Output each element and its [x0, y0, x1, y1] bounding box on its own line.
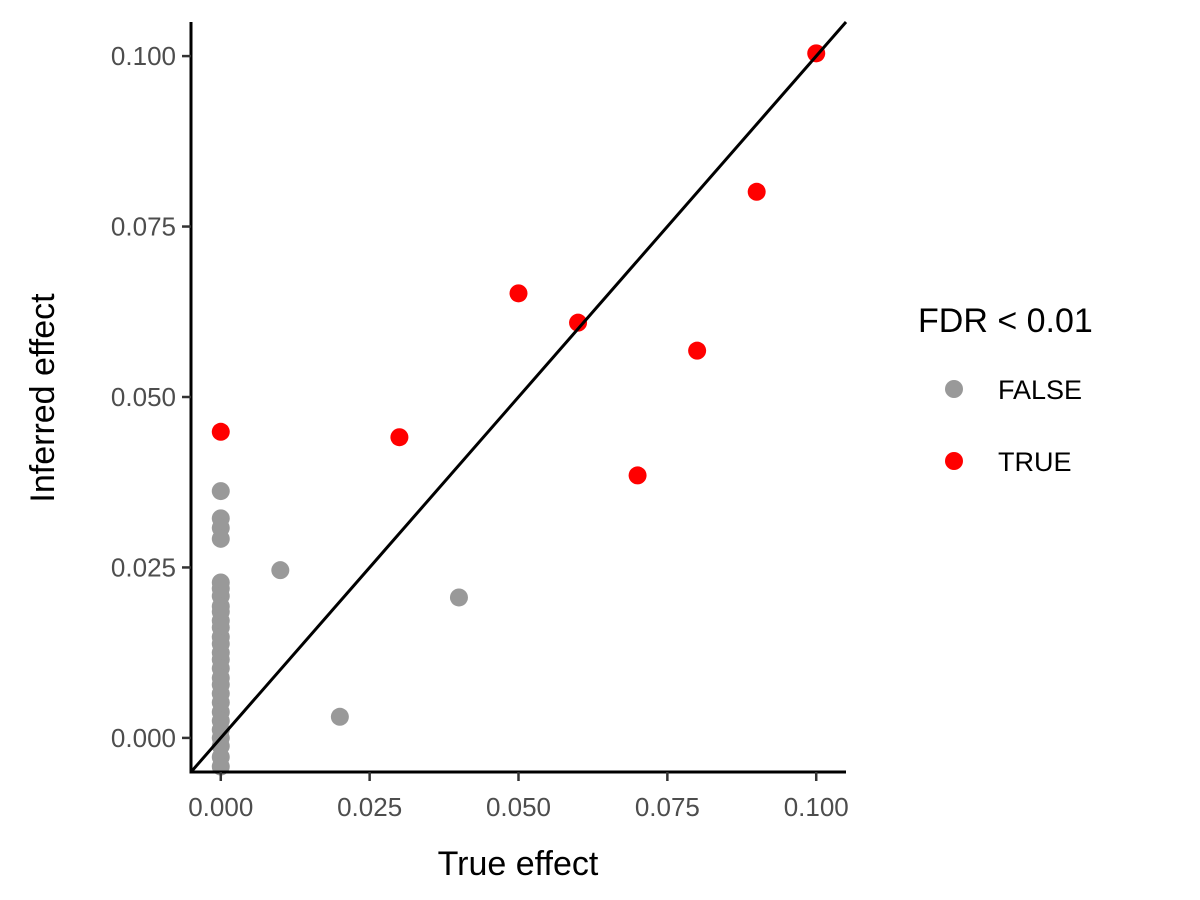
reference-line-layer: [189, 21, 848, 773]
legend-key-false: [945, 380, 963, 398]
legend-label-true: TRUE: [998, 447, 1072, 477]
point-false-3: [211, 529, 230, 548]
series-false: [211, 482, 468, 776]
x-tick-label-3: 0.075: [635, 792, 700, 822]
series-true: [211, 44, 826, 485]
legend: FDR < 0.01 FALSE TRUE: [918, 302, 1093, 477]
y-tick-label-1: 0.025: [111, 552, 176, 582]
x-tick-label-4: 0.100: [784, 792, 849, 822]
y-axis-title: Inferred effect: [24, 293, 62, 503]
x-tick-label-0: 0.000: [188, 792, 253, 822]
legend-title: FDR < 0.01: [918, 302, 1093, 340]
points-layer: [211, 44, 826, 776]
identity-line: [189, 21, 848, 773]
x-tick-label-1: 0.025: [337, 792, 402, 822]
point-true-2: [509, 284, 528, 303]
point-true-6: [747, 182, 766, 201]
y-tick-label-0: 0.000: [111, 723, 176, 753]
point-true-0: [211, 422, 230, 441]
y-tick-label-4: 0.100: [111, 41, 176, 71]
axes-layer: 0.000 0.025 0.050 0.075 0.100 0.000 0.025 0.050…: [111, 22, 849, 822]
legend-label-false: FALSE: [998, 375, 1082, 405]
y-tick-label-2: 0.050: [111, 382, 176, 412]
point-true-4: [628, 466, 647, 485]
x-tick-label-2: 0.050: [486, 792, 551, 822]
point-false-29: [449, 588, 468, 607]
point-false-27: [271, 561, 290, 580]
point-true-3: [569, 313, 588, 332]
y-tick-label-3: 0.075: [111, 212, 176, 242]
point-true-1: [390, 428, 409, 447]
point-false-0: [211, 482, 230, 501]
point-true-5: [688, 341, 707, 360]
legend-key-true: [945, 452, 963, 470]
point-false-28: [330, 707, 349, 726]
x-axis-title: True effect: [438, 845, 599, 883]
